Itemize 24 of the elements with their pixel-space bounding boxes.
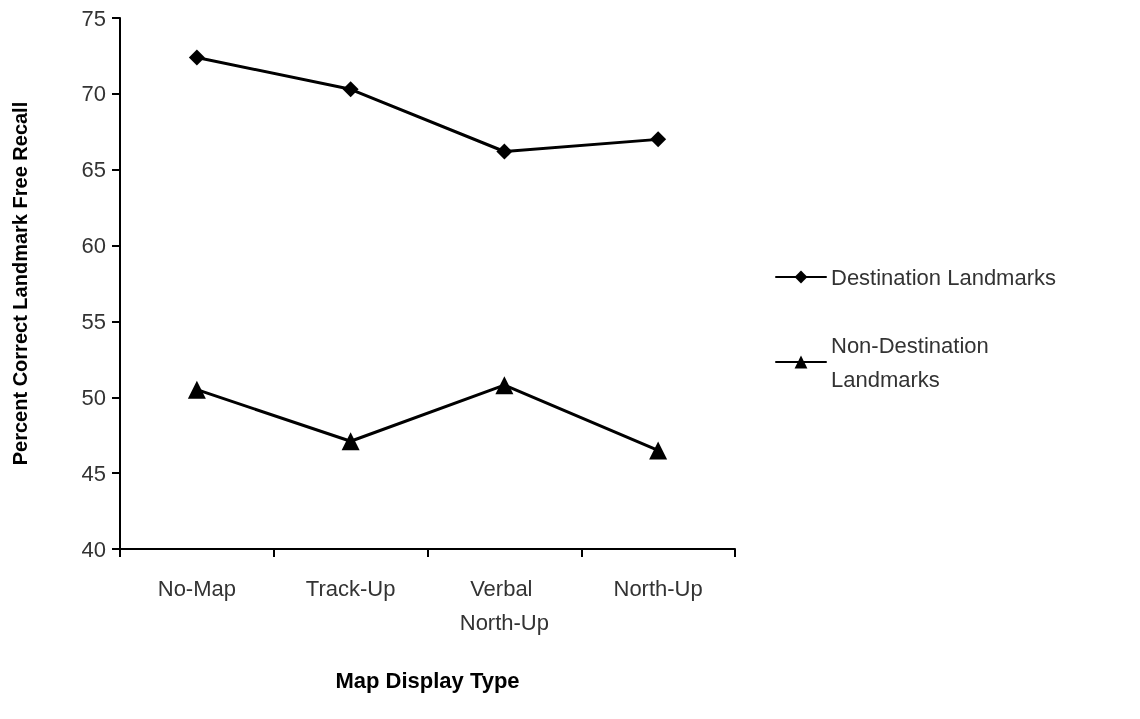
point [188, 49, 205, 66]
point [187, 380, 206, 399]
y-tick-label: 60 [81, 233, 106, 259]
point [649, 441, 668, 460]
y-tick-label: 65 [81, 157, 106, 183]
x-axis-title: Map Display Type [335, 667, 520, 693]
x-tick-label: Verbal North-Up [459, 575, 549, 635]
point [341, 432, 360, 451]
y-axis-title: Percent Correct Landmark Free Recall [9, 101, 31, 466]
point [496, 143, 513, 160]
y-tick-label: 45 [81, 460, 106, 486]
legend-label: Destination Landmarks [831, 264, 1057, 290]
y-tick-label: 75 [81, 5, 106, 31]
point [342, 81, 359, 98]
x-tick-label: North-Up [613, 575, 703, 601]
y-tick-label: 50 [81, 384, 106, 410]
y-tick-label: 55 [81, 308, 106, 334]
legend-label: Non-Destination Landmarks [831, 332, 995, 392]
x-tick-label: No-Map [157, 575, 236, 601]
y-tick-label: 40 [81, 536, 106, 562]
point [650, 131, 667, 148]
point [495, 376, 514, 395]
y-tick-label: 70 [81, 81, 106, 107]
x-tick-label: Track-Up [305, 575, 396, 601]
